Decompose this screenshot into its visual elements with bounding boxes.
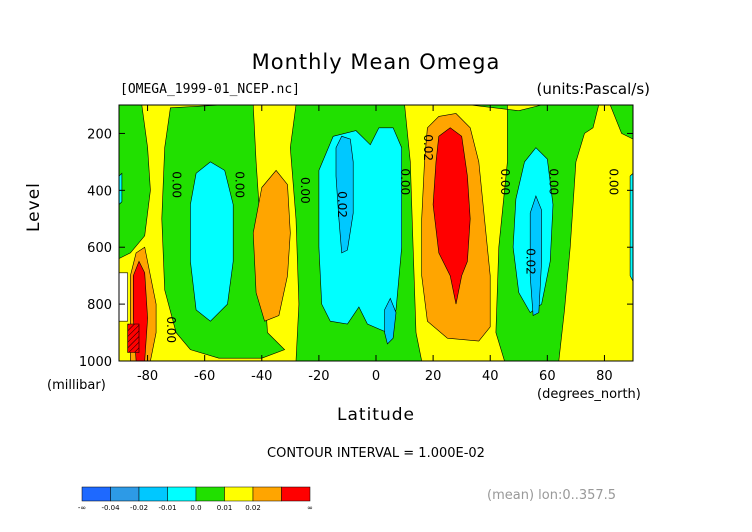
region-missing-data	[119, 272, 128, 322]
x-axis-label: Latitude	[337, 405, 415, 425]
mean-info-text: (mean) lon:0..357.5	[487, 488, 617, 503]
colorbar-swatch	[252, 486, 282, 502]
y-tick-label: 1000	[79, 355, 112, 370]
contour-label: 0.00	[232, 171, 246, 198]
contour-label: 0.02	[524, 248, 538, 275]
colorbar-label: -∞	[78, 504, 86, 512]
contour-interval-text: CONTOUR INTERVAL = 1.000E-02	[267, 446, 485, 461]
contour-label: 0.00	[398, 168, 412, 195]
colorbar-label: 0.0	[190, 504, 201, 512]
x-tick-label: 20	[425, 369, 442, 384]
contour-label: 0.00	[164, 316, 178, 343]
colorbar-label: -0.04	[101, 504, 120, 512]
y-tick-label: 200	[87, 127, 112, 142]
colorbar-label: 0.02	[245, 504, 261, 512]
contour-label: 0.02	[335, 191, 349, 218]
y-tick-label: 400	[87, 184, 112, 199]
y-axis-unit: (millibar)	[47, 378, 106, 393]
x-tick-label: 0	[372, 369, 380, 384]
colorbar-label: -0.02	[130, 504, 148, 512]
x-tick-label: -20	[308, 369, 329, 384]
region-hatch-polar	[127, 323, 140, 353]
colorbar-swatch	[167, 486, 197, 502]
units-label: (units:Pascal/s)	[536, 80, 651, 98]
region-cyan-east-edge	[629, 172, 633, 282]
contour-label: 0.00	[170, 171, 184, 198]
chart-title: Monthly Mean Omega	[251, 50, 501, 74]
colorbar-swatch	[195, 486, 225, 502]
contour-label: 0.00	[547, 168, 561, 195]
region-cyan-west-edge	[119, 172, 123, 206]
contour-label: 0.00	[498, 168, 512, 195]
colorbar-swatch	[110, 486, 140, 502]
x-tick-label: -80	[137, 369, 158, 384]
region-blue-nh	[529, 195, 542, 316]
region-green-east	[609, 105, 633, 140]
y-tick-label: 600	[87, 241, 112, 256]
contour-label: 0.00	[607, 168, 621, 195]
region-blue-eq-e	[384, 297, 397, 345]
region-cyan-sh	[190, 161, 234, 322]
region-orange-sh	[252, 169, 291, 322]
x-tick-label: -40	[251, 369, 272, 384]
colorbar-swatch	[281, 486, 311, 502]
y-tick-label: 800	[87, 298, 112, 313]
colorbar-swatch	[81, 486, 111, 502]
region-blue-eq-w	[335, 135, 354, 254]
region-red-nh	[432, 127, 471, 305]
colorbar-label: ∞	[307, 504, 313, 512]
x-tick-label: 40	[482, 369, 499, 384]
colorbar-swatch	[138, 486, 168, 502]
colorbar-label: 0.01	[217, 504, 233, 512]
x-tick-label: -60	[194, 369, 215, 384]
x-tick-label: 80	[596, 369, 613, 384]
region-green-west	[119, 105, 151, 259]
colorbar-swatch	[224, 486, 254, 502]
x-tick-label: 60	[539, 369, 556, 384]
contour-label: 0.02	[421, 134, 435, 161]
y-axis-label: Level	[24, 182, 44, 232]
x-axis-unit: (degrees_north)	[537, 387, 641, 402]
contour-label: 0.00	[298, 177, 312, 204]
colorbar-label: -0.01	[158, 504, 176, 512]
file-label: [OMEGA_1999-01_NCEP.nc]	[120, 82, 301, 97]
